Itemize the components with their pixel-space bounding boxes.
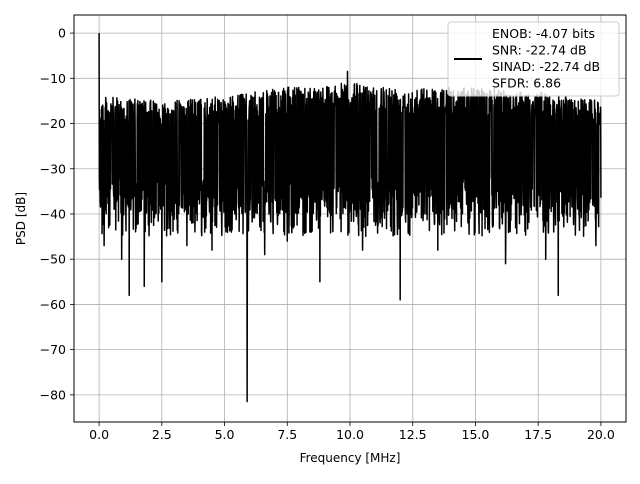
legend-entry-snr: SNR: -22.74 dB: [492, 43, 587, 58]
x-tick-label: 5.0: [215, 427, 235, 442]
x-tick-label: 20.0: [587, 427, 615, 442]
ticks-layer: 0.0 2.5 5.0 7.5 10.0 12.5 15.0 17.5 20.0 0 −10 −20 −…: [40, 26, 615, 442]
x-tick-label: 17.5: [524, 427, 552, 442]
x-tick-label: 2.5: [152, 427, 172, 442]
legend-box: [447, 21, 620, 97]
y-tick-label: −60: [40, 297, 66, 312]
legend-entry-sinad: SINAD: -22.74 dB: [492, 59, 600, 74]
x-tick-label: 0.0: [89, 427, 109, 442]
y-axis-label: PSD [dB]: [14, 192, 28, 245]
legend-entry-enob: ENOB: -4.07 bits: [492, 26, 595, 41]
y-tick-label: 0: [58, 26, 66, 41]
y-tick-label: −10: [40, 71, 66, 86]
legend: ENOB: -4.07 bits SNR: -22.74 dB SINAD: -…: [447, 21, 620, 97]
y-tick-label: −30: [40, 161, 66, 176]
x-tick-label: 12.5: [399, 427, 427, 442]
x-tick-label: 7.5: [277, 427, 297, 442]
x-tick-label: 15.0: [462, 427, 490, 442]
y-tick-label: −40: [40, 206, 66, 221]
y-tick-label: −80: [40, 387, 66, 402]
x-tick-label: 10.0: [336, 427, 364, 442]
y-tick-label: −50: [40, 252, 66, 267]
legend-entry-sfdr: SFDR: 6.86: [492, 76, 561, 91]
x-axis-label: Frequency [MHz]: [300, 451, 401, 465]
series-layer: [98, 33, 602, 403]
y-tick-label: −70: [40, 342, 66, 357]
psd-series-line: [98, 33, 602, 403]
y-tick-label: −20: [40, 116, 66, 131]
